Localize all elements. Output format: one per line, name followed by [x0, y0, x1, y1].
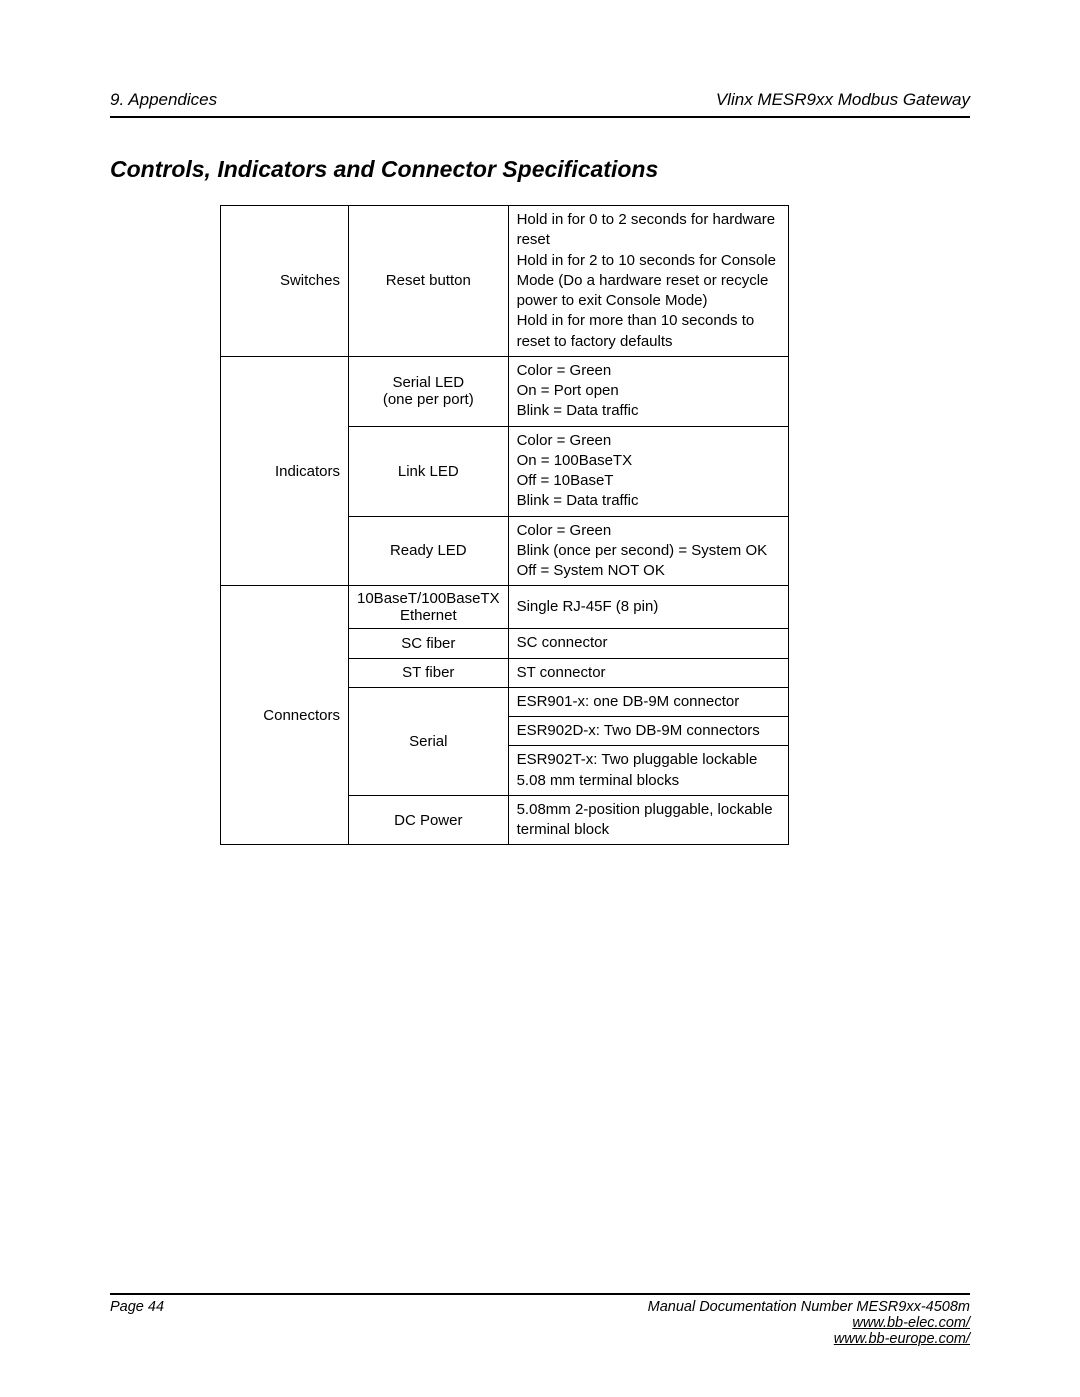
description-cell: 5.08mm 2-position pluggable, lockable te… — [508, 795, 788, 845]
description-cell: Color = GreenOn = Port openBlink = Data … — [508, 356, 788, 426]
category-cell: Switches — [221, 206, 349, 357]
page-header: 9. Appendices Vlinx MESR9xx Modbus Gatew… — [110, 90, 970, 118]
description-cell: SC connector — [508, 629, 788, 658]
item-cell: SC fiber — [349, 629, 509, 658]
header-left: 9. Appendices — [110, 90, 217, 110]
description-cell: ESR902T-x: Two pluggable lockable 5.08 m… — [508, 746, 788, 796]
specifications-table: SwitchesReset buttonHold in for 0 to 2 s… — [220, 205, 789, 845]
section-title: Controls, Indicators and Connector Speci… — [110, 156, 970, 183]
category-cell: Connectors — [221, 586, 349, 845]
description-cell: ESR902D-x: Two DB-9M connectors — [508, 717, 788, 746]
footer-page-number: Page 44 — [110, 1299, 164, 1347]
description-cell: ESR901-x: one DB-9M connector — [508, 687, 788, 716]
item-cell: Serial LED(one per port) — [349, 356, 509, 426]
page-footer: Page 44 Manual Documentation Number MESR… — [110, 1293, 970, 1347]
footer-doc-number: Manual Documentation Number MESR9xx-4508… — [648, 1299, 970, 1315]
description-cell: Color = GreenBlink (once per second) = S… — [508, 516, 788, 586]
item-cell: DC Power — [349, 795, 509, 845]
item-cell: ST fiber — [349, 658, 509, 687]
description-cell: Single RJ-45F (8 pin) — [508, 586, 788, 629]
item-cell: Serial — [349, 687, 509, 795]
footer-link-1[interactable]: www.bb-elec.com/ — [648, 1315, 970, 1331]
table-row: Connectors10BaseT/100BaseTX EthernetSing… — [221, 586, 789, 629]
description-cell: ST connector — [508, 658, 788, 687]
item-cell: Reset button — [349, 206, 509, 357]
item-cell: Ready LED — [349, 516, 509, 586]
table-row: IndicatorsSerial LED(one per port)Color … — [221, 356, 789, 426]
item-cell: Link LED — [349, 426, 509, 516]
category-cell: Indicators — [221, 356, 349, 586]
header-right: Vlinx MESR9xx Modbus Gateway — [716, 90, 970, 110]
description-cell: Color = GreenOn = 100BaseTXOff = 10BaseT… — [508, 426, 788, 516]
table-row: SwitchesReset buttonHold in for 0 to 2 s… — [221, 206, 789, 357]
item-cell: 10BaseT/100BaseTX Ethernet — [349, 586, 509, 629]
footer-link-2[interactable]: www.bb-europe.com/ — [648, 1331, 970, 1347]
description-cell: Hold in for 0 to 2 seconds for hardware … — [508, 206, 788, 357]
